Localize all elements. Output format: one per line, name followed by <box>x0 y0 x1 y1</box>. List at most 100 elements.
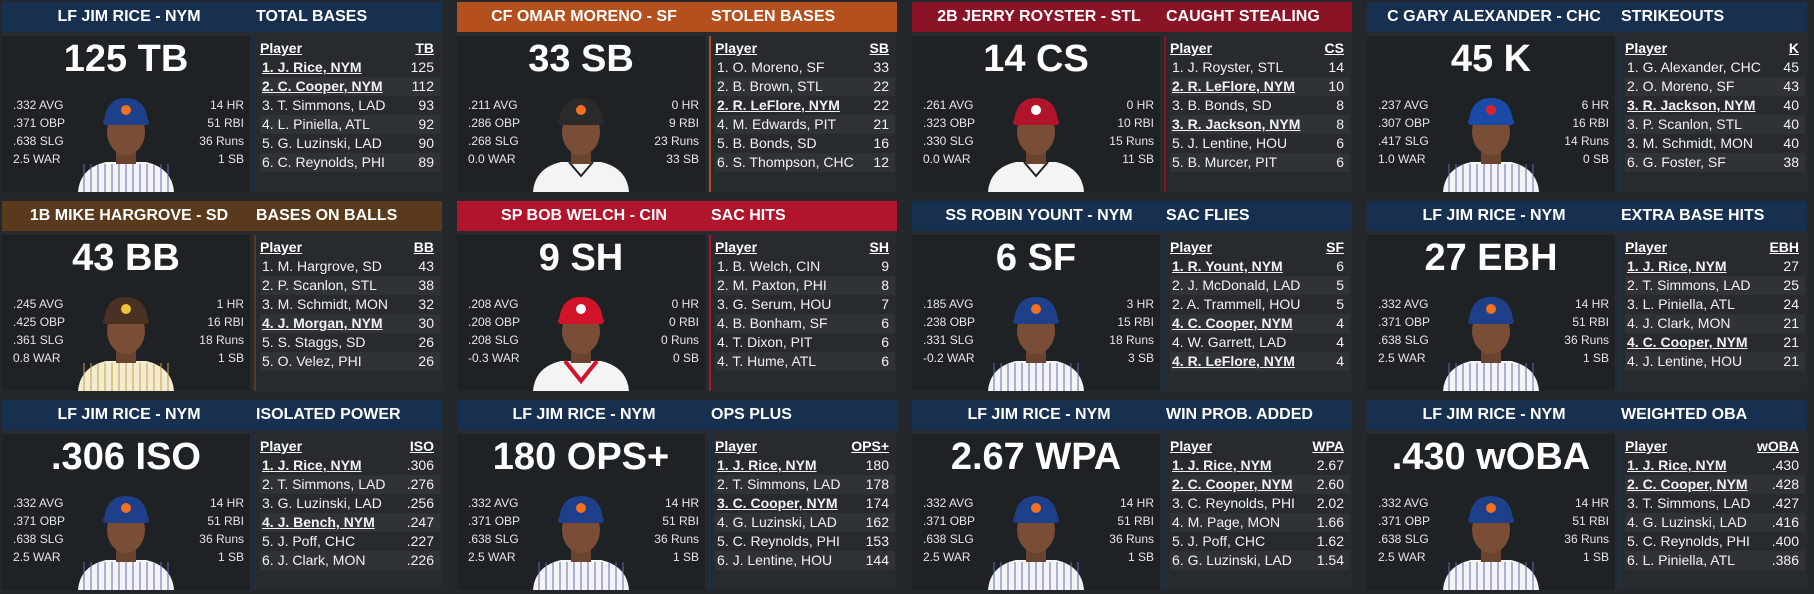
table-row[interactable]: 3. R. Jackson, NYM 40 <box>1625 96 1805 115</box>
table-row[interactable]: 4. M. Edwards, PIT 21 <box>715 115 895 134</box>
table-row[interactable]: 5. S. Staggs, SD 26 <box>260 333 440 352</box>
table-row[interactable]: 4. M. Page, MON 1.66 <box>1170 513 1350 532</box>
table-row[interactable]: 5. C. Reynolds, PHI 153 <box>715 532 895 551</box>
table-row[interactable]: 1. J. Rice, NYM .306 <box>260 456 440 475</box>
table-row[interactable]: 4. G. Luzinski, LAD .416 <box>1625 513 1805 532</box>
row-player-name[interactable]: 3. R. Jackson, NYM <box>1627 97 1756 113</box>
table-row[interactable]: 4. J. Morgan, NYM 30 <box>260 314 440 333</box>
leader-card-stolen-bases[interactable]: CF OMAR MORENO - SF STOLEN BASES 33 SB .… <box>457 2 897 192</box>
table-row[interactable]: 1. J. Rice, NYM .430 <box>1625 456 1805 475</box>
table-row[interactable]: 1. J. Rice, NYM 2.67 <box>1170 456 1350 475</box>
leader-card-ops-plus[interactable]: LF JIM RICE - NYM OPS PLUS 180 OPS+ .332… <box>457 400 897 590</box>
row-player-name[interactable]: 6. J. Lentine, HOU <box>717 552 833 568</box>
row-player-name[interactable]: 2. A. Trammell, HOU <box>1172 296 1301 312</box>
table-row[interactable]: 2. A. Trammell, HOU 5 <box>1170 295 1350 314</box>
player-label[interactable]: LF JIM RICE - NYM <box>512 406 656 423</box>
table-row[interactable]: 2. B. Brown, STL 22 <box>715 77 895 96</box>
row-player-name[interactable]: 1. J. Rice, NYM <box>262 59 362 75</box>
player-portrait[interactable] <box>525 92 637 192</box>
player-portrait[interactable] <box>70 92 182 192</box>
table-row[interactable]: 3. M. Schmidt, MON 32 <box>260 295 440 314</box>
row-player-name[interactable]: 3. C. Cooper, NYM <box>717 495 838 511</box>
row-player-name[interactable]: 4. T. Hume, ATL <box>717 353 817 369</box>
table-row[interactable]: 2. C. Cooper, NYM 2.60 <box>1170 475 1350 494</box>
row-player-name[interactable]: 2. T. Simmons, LAD <box>262 476 386 492</box>
table-row[interactable]: 1. J. Rice, NYM 27 <box>1625 257 1805 276</box>
row-player-name[interactable]: 3. T. Simmons, LAD <box>1627 495 1751 511</box>
table-row[interactable]: 4. C. Cooper, NYM 21 <box>1625 333 1805 352</box>
player-portrait[interactable] <box>70 291 182 391</box>
table-row[interactable]: 2. J. McDonald, LAD 5 <box>1170 276 1350 295</box>
table-row[interactable]: 3. C. Reynolds, PHI 2.02 <box>1170 494 1350 513</box>
table-row[interactable]: 4. J. Clark, MON 21 <box>1625 314 1805 333</box>
leader-card-extra-base-hits[interactable]: LF JIM RICE - NYM EXTRA BASE HITS 27 EBH… <box>1367 201 1807 391</box>
row-player-name[interactable]: 5. C. Reynolds, PHI <box>1627 533 1750 549</box>
row-player-name[interactable]: 1. J. Rice, NYM <box>262 457 362 473</box>
table-row[interactable]: 3. T. Simmons, LAD 93 <box>260 96 440 115</box>
row-player-name[interactable]: 3. G. Serum, HOU <box>717 296 832 312</box>
player-label[interactable]: 1B MIKE HARGROVE - SD <box>29 207 229 224</box>
row-player-name[interactable]: 4. G. Luzinski, LAD <box>1627 514 1747 530</box>
table-row[interactable]: 2. P. Scanlon, STL 38 <box>260 276 440 295</box>
table-row[interactable]: 2. O. Moreno, SF 43 <box>1625 77 1805 96</box>
table-row[interactable]: 1. J. Rice, NYM 125 <box>260 58 440 77</box>
table-row[interactable]: 4. J. Bench, NYM .247 <box>260 513 440 532</box>
row-player-name[interactable]: 4. B. Bonham, SF <box>717 315 828 331</box>
row-player-name[interactable]: 2. O. Moreno, SF <box>1627 78 1735 94</box>
leader-card-sac-hits[interactable]: SP BOB WELCH - CIN SAC HITS 9 SH .208 AV… <box>457 201 897 391</box>
table-row[interactable]: 4. W. Garrett, LAD 4 <box>1170 333 1350 352</box>
row-player-name[interactable]: 2. T. Simmons, LAD <box>1627 277 1751 293</box>
player-portrait[interactable] <box>980 490 1092 590</box>
row-player-name[interactable]: 2. R. LeFlore, NYM <box>717 97 840 113</box>
table-row[interactable]: 2. T. Simmons, LAD 25 <box>1625 276 1805 295</box>
row-player-name[interactable]: 1. B. Welch, CIN <box>717 258 821 274</box>
table-row[interactable]: 3. P. Scanlon, STL 40 <box>1625 115 1805 134</box>
table-row[interactable]: 5. J. Lentine, HOU 6 <box>1170 134 1350 153</box>
row-player-name[interactable]: 5. J. Poff, CHC <box>1172 533 1266 549</box>
row-player-name[interactable]: 6. L. Piniella, ATL <box>1627 552 1735 568</box>
player-label[interactable]: C GARY ALEXANDER - CHC <box>1387 8 1601 25</box>
row-player-name[interactable]: 1. J. Rice, NYM <box>1627 258 1727 274</box>
table-row[interactable]: 4. G. Luzinski, LAD 162 <box>715 513 895 532</box>
row-player-name[interactable]: 5. G. Luzinski, LAD <box>262 135 382 151</box>
leader-card-caught-stealing[interactable]: 2B JERRY ROYSTER - STL CAUGHT STEALING 1… <box>912 2 1352 192</box>
table-row[interactable]: 3. G. Serum, HOU 7 <box>715 295 895 314</box>
row-player-name[interactable]: 5. C. Reynolds, PHI <box>717 533 840 549</box>
table-row[interactable]: 3. M. Schmidt, MON 40 <box>1625 134 1805 153</box>
leader-card-isolated-power[interactable]: LF JIM RICE - NYM ISOLATED POWER .306 IS… <box>2 400 442 590</box>
table-row[interactable]: 6. S. Thompson, CHC 12 <box>715 153 895 172</box>
table-row[interactable]: 3. T. Simmons, LAD .427 <box>1625 494 1805 513</box>
table-row[interactable]: 5. G. Luzinski, LAD 90 <box>260 134 440 153</box>
row-player-name[interactable]: 4. J. Lentine, HOU <box>1627 353 1743 369</box>
row-player-name[interactable]: 1. O. Moreno, SF <box>717 59 825 75</box>
player-label[interactable]: 2B JERRY ROYSTER - STL <box>937 8 1141 25</box>
row-player-name[interactable]: 4. C. Cooper, NYM <box>1627 334 1748 350</box>
table-row[interactable]: 1. R. Yount, NYM 6 <box>1170 257 1350 276</box>
row-player-name[interactable]: 4. R. LeFlore, NYM <box>1172 353 1295 369</box>
row-player-name[interactable]: 1. J. Rice, NYM <box>1172 457 1272 473</box>
player-portrait[interactable] <box>1435 92 1547 192</box>
player-portrait[interactable] <box>980 291 1092 391</box>
table-row[interactable]: 6. G. Foster, SF 38 <box>1625 153 1805 172</box>
row-player-name[interactable]: 3. L. Piniella, ATL <box>1627 296 1735 312</box>
row-player-name[interactable]: 4. J. Clark, MON <box>1627 315 1731 331</box>
table-row[interactable]: 2. T. Simmons, LAD 178 <box>715 475 895 494</box>
leader-card-strikeouts[interactable]: C GARY ALEXANDER - CHC STRIKEOUTS 45 K .… <box>1367 2 1807 192</box>
table-row[interactable]: 4. T. Hume, ATL 6 <box>715 352 895 371</box>
row-player-name[interactable]: 3. B. Bonds, SD <box>1172 97 1272 113</box>
table-row[interactable]: 2. M. Paxton, PHI 8 <box>715 276 895 295</box>
table-row[interactable]: 5. C. Reynolds, PHI .400 <box>1625 532 1805 551</box>
row-player-name[interactable]: 4. G. Luzinski, LAD <box>717 514 837 530</box>
leader-card-weighted-oba[interactable]: LF JIM RICE - NYM WEIGHTED OBA .430 wOBA… <box>1367 400 1807 590</box>
row-player-name[interactable]: 2. J. McDonald, LAD <box>1172 277 1301 293</box>
table-row[interactable]: 3. G. Luzinski, LAD .256 <box>260 494 440 513</box>
row-player-name[interactable]: 4. L. Piniella, ATL <box>262 116 370 132</box>
table-row[interactable]: 1. J. Rice, NYM 180 <box>715 456 895 475</box>
row-player-name[interactable]: 2. T. Simmons, LAD <box>717 476 841 492</box>
row-player-name[interactable]: 1. R. Yount, NYM <box>1172 258 1283 274</box>
player-portrait[interactable] <box>70 490 182 590</box>
row-player-name[interactable]: 3. M. Schmidt, MON <box>1627 135 1754 151</box>
row-player-name[interactable]: 4. M. Page, MON <box>1172 514 1281 530</box>
row-player-name[interactable]: 6. J. Clark, MON <box>262 552 366 568</box>
table-row[interactable]: 5. J. Poff, CHC 1.62 <box>1170 532 1350 551</box>
